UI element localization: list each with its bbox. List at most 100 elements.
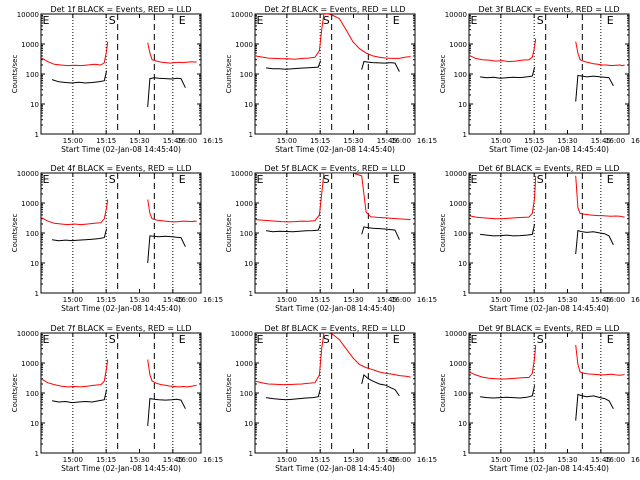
x-axis-label: Start Time (02-Jan-08 14:45:40) <box>489 464 609 473</box>
y-tick-label: 10 <box>244 260 253 268</box>
series-line-lld <box>255 173 411 223</box>
chart-panel-9: Det 9f BLACK = Events, RED = LLD 1 10 100 10… <box>439 324 640 473</box>
x-tick-label: 15:15 <box>310 456 330 464</box>
series-line-lld <box>255 333 411 386</box>
series-line-events <box>147 235 186 264</box>
x-tick-label: 15:00 <box>63 296 83 304</box>
y-tick-label: 1 <box>35 450 39 458</box>
chart-title: Det 2f BLACK = Events, RED = LLD <box>264 5 405 14</box>
y-tick-label: 1000 <box>21 41 39 49</box>
x-tick-label: 15:30 <box>129 456 149 464</box>
series-line-events <box>266 387 322 401</box>
x-tick-label: 15:30 <box>557 456 577 464</box>
y-tick-label: 1000 <box>235 200 253 208</box>
chart-title: Det 6f BLACK = Events, RED = LLD <box>478 164 619 173</box>
chart-title: Det 3f BLACK = Events, RED = LLD <box>478 5 619 14</box>
plot-frame <box>40 13 202 135</box>
x-tick-label: 16:15 <box>417 137 437 145</box>
y-tick-label: 1 <box>463 131 467 139</box>
y-tick-label: 10000 <box>17 11 39 19</box>
x-tick-label: 15:30 <box>343 137 363 145</box>
x-tick-label: 15:45 <box>377 296 397 304</box>
series-line-lld <box>41 41 109 67</box>
series-line-events <box>575 74 614 102</box>
x-axis-label: Start Time (02-Jan-08 14:45:40) <box>61 304 181 313</box>
y-tick-label: 1000 <box>449 360 467 368</box>
x-axis-label: Start Time (02-Jan-08 14:45:40) <box>489 145 609 154</box>
y-axis-label: Counts/sec <box>11 214 19 253</box>
series-line-events <box>361 373 400 397</box>
x-tick-label: 15:45 <box>377 456 397 464</box>
chart-panel-6: Det 6f BLACK = Events, RED = LLD 1 10 100 10… <box>439 164 640 313</box>
chart-title: Det 7f BLACK = Events, RED = LLD <box>50 324 191 333</box>
x-tick-label: 15:15 <box>524 296 544 304</box>
x-tick-label: 16:00 <box>391 296 411 304</box>
x-tick-label: 16:15 <box>203 137 223 145</box>
x-tick-label: 15:00 <box>63 137 83 145</box>
y-tick-label: 10000 <box>445 11 467 19</box>
y-tick-label: 1 <box>249 450 253 458</box>
series-line-lld <box>41 359 109 388</box>
series-line-events <box>480 385 536 399</box>
y-tick-label: 10 <box>30 101 39 109</box>
x-tick-label: 16:00 <box>391 456 411 464</box>
event-marker-s: S <box>109 333 116 346</box>
x-tick-label: 15:00 <box>491 296 511 304</box>
y-tick-label: 100 <box>26 390 39 398</box>
series-line-lld <box>575 41 625 67</box>
y-tick-label: 10 <box>244 420 253 428</box>
y-tick-label: 10000 <box>231 170 253 178</box>
x-tick-label: 15:00 <box>63 456 83 464</box>
x-tick-label: 15:00 <box>277 137 297 145</box>
y-axis-label: Counts/sec <box>225 374 233 413</box>
series-line-events <box>575 229 614 255</box>
event-marker-e: E <box>43 333 50 346</box>
y-axis-label: Counts/sec <box>225 55 233 94</box>
y-tick-label: 10000 <box>17 170 39 178</box>
y-tick-label: 100 <box>240 230 253 238</box>
x-tick-label: 15:00 <box>277 296 297 304</box>
x-tick-label: 15:45 <box>163 296 183 304</box>
y-tick-label: 1000 <box>235 41 253 49</box>
chart-title: Det 1f BLACK = Events, RED = LLD <box>50 5 191 14</box>
x-axis-label: Start Time (02-Jan-08 14:45:40) <box>275 464 395 473</box>
event-marker-s: S <box>109 173 116 186</box>
event-marker-e: E <box>257 333 264 346</box>
series-line-lld <box>41 199 109 226</box>
series-line-lld <box>469 344 537 380</box>
y-tick-label: 100 <box>26 71 39 79</box>
y-tick-label: 100 <box>454 230 467 238</box>
y-tick-label: 10000 <box>231 330 253 338</box>
y-axis-label: Counts/sec <box>439 55 447 94</box>
y-tick-label: 100 <box>26 230 39 238</box>
chart-panel-3: Det 3f BLACK = Events, RED = LLD 1 10 100 10… <box>439 5 640 154</box>
event-marker-s: S <box>537 333 544 346</box>
event-marker-e: E <box>179 173 186 186</box>
event-marker-e: E <box>607 173 614 186</box>
y-tick-label: 1000 <box>449 41 467 49</box>
y-tick-label: 100 <box>240 390 253 398</box>
event-marker-s: S <box>109 14 116 27</box>
x-tick-label: 16:15 <box>417 296 437 304</box>
series-line-lld <box>575 344 625 376</box>
chart-panel-7: Det 7f BLACK = Events, RED = LLD 1 10 100 10… <box>11 324 223 473</box>
plot-frame <box>468 13 630 135</box>
y-tick-label: 100 <box>454 71 467 79</box>
event-marker-e: E <box>607 333 614 346</box>
plot-series-group <box>255 14 411 72</box>
x-tick-label: 15:45 <box>591 296 611 304</box>
y-tick-label: 1000 <box>449 200 467 208</box>
event-marker-s: S <box>323 333 330 346</box>
plot-frame <box>40 172 202 294</box>
event-marker-s: S <box>537 14 544 27</box>
x-tick-label: 15:30 <box>129 137 149 145</box>
y-tick-label: 1 <box>249 131 253 139</box>
x-tick-label: 16:00 <box>605 296 625 304</box>
x-tick-label: 15:00 <box>491 456 511 464</box>
chart-title: Det 8f BLACK = Events, RED = LLD <box>264 324 405 333</box>
x-tick-label: 16:15 <box>631 137 640 145</box>
y-tick-label: 1000 <box>235 360 253 368</box>
x-tick-label: 16:15 <box>417 456 437 464</box>
x-axis-label: Start Time (02-Jan-08 14:45:40) <box>61 145 181 154</box>
